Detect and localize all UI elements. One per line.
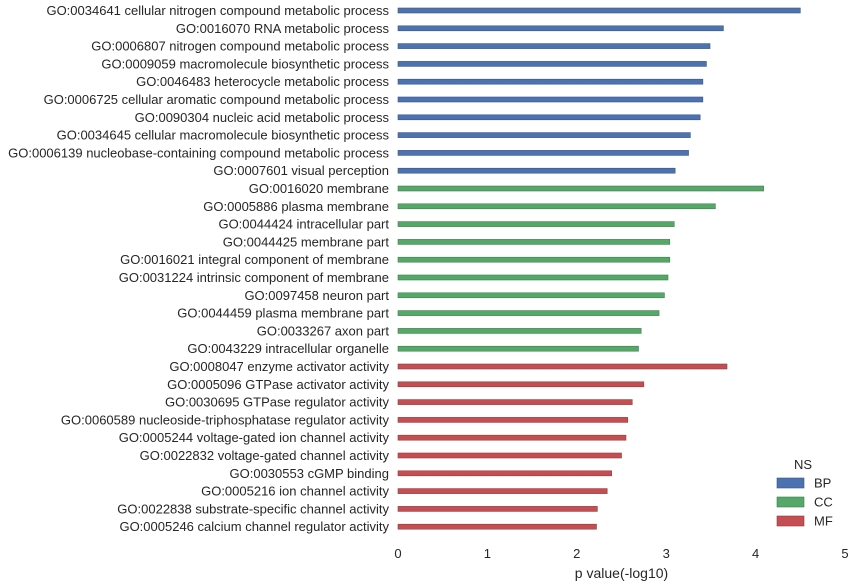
bar-go-0005216 xyxy=(397,488,608,494)
bar-go-0030553 xyxy=(397,470,612,477)
bar-go-0097458 xyxy=(397,292,665,299)
bar-go-0006807 xyxy=(397,43,711,49)
category-label: GO:0005246 calcium channel regulator act… xyxy=(119,519,389,534)
bar-go-0016020 xyxy=(397,185,764,192)
x-axis-label: p value(-log10) xyxy=(575,565,668,581)
bar-go-0008047 xyxy=(397,363,728,370)
category-label: GO:0005096 GTPase activator activity xyxy=(167,377,389,392)
category-label: GO:0006725 cellular aromatic compound me… xyxy=(44,92,390,107)
bar-go-0005096 xyxy=(397,381,645,388)
bars-group xyxy=(397,7,801,530)
bar-go-0060589 xyxy=(397,417,629,423)
category-label: GO:0016070 RNA metabolic process xyxy=(176,21,390,36)
category-label: GO:0005216 ion channel activity xyxy=(201,484,389,499)
legend-title: NS xyxy=(794,457,812,472)
category-label: GO:0060589 nucleoside-triphosphatase reg… xyxy=(61,412,390,427)
category-label: GO:0022832 voltage-gated channel activit… xyxy=(140,448,390,463)
bar-go-0016070 xyxy=(397,25,724,32)
x-tick-label: 0 xyxy=(394,546,401,561)
bar-go-0044459 xyxy=(397,310,660,316)
legend-swatch-mf xyxy=(776,515,805,527)
x-tick-label: 2 xyxy=(573,546,580,561)
category-label: GO:0046483 heterocycle metabolic process xyxy=(136,74,389,89)
x-tick-label: 4 xyxy=(752,546,759,561)
bar-go-0043229 xyxy=(397,345,639,352)
category-label: GO:0034641 cellular nitrogen compound me… xyxy=(46,3,389,18)
bar-go-0034645 xyxy=(397,132,691,138)
category-label: GO:0022838 substrate-specific channel ac… xyxy=(117,501,389,516)
category-label: GO:0005886 plasma membrane xyxy=(203,199,389,214)
legend-label-mf: MF xyxy=(814,514,833,529)
bar-go-0006725 xyxy=(397,96,704,103)
bar-go-0044424 xyxy=(397,221,675,227)
category-label: GO:0009059 macromolecule biosynthetic pr… xyxy=(101,56,389,71)
x-tick-labels-group: 0 1 2 3 4 5 xyxy=(394,546,848,561)
bar-go-0022838 xyxy=(397,506,598,512)
legend-label-bp: BP xyxy=(814,476,831,491)
bar-go-0031224 xyxy=(397,274,669,281)
category-label: GO:0007601 visual perception xyxy=(213,163,389,178)
category-label: GO:0044424 intracellular part xyxy=(218,217,389,232)
category-label: GO:0006807 nitrogen compound metabolic p… xyxy=(91,39,389,54)
legend-label-cc: CC xyxy=(814,495,833,510)
bar-go-0005886 xyxy=(397,203,716,210)
category-label: GO:0044425 membrane part xyxy=(223,234,390,249)
bar-go-0044425 xyxy=(397,239,671,245)
category-label: GO:0034645 cellular macromolecule biosyn… xyxy=(57,128,390,143)
legend: NS BP CC MF xyxy=(776,457,833,529)
category-label: GO:0006139 nucleobase-containing compoun… xyxy=(8,145,389,160)
bar-go-0009059 xyxy=(397,61,707,67)
bar-go-0034641 xyxy=(397,7,801,14)
category-label: GO:0044459 plasma membrane part xyxy=(177,306,389,321)
x-tick-label: 5 xyxy=(841,546,848,561)
category-label: GO:0008047 enzyme activator activity xyxy=(169,359,389,374)
category-label: GO:0031224 intrinsic component of membra… xyxy=(119,270,389,285)
category-label: GO:0005244 voltage-gated ion channel act… xyxy=(119,430,390,445)
x-tick-label: 1 xyxy=(484,546,491,561)
x-tick-label: 3 xyxy=(663,546,670,561)
category-label: GO:0043229 intracellular organelle xyxy=(187,341,389,356)
category-labels-group: GO:0034641 cellular nitrogen compound me… xyxy=(8,3,389,534)
bar-go-0030695 xyxy=(397,399,633,405)
bar-go-0006139 xyxy=(397,150,689,156)
bar-go-0005244 xyxy=(397,434,627,441)
category-label: GO:0030553 cGMP binding xyxy=(230,466,389,481)
bar-go-0046483 xyxy=(397,78,704,85)
bar-go-0016021 xyxy=(397,256,671,263)
category-label: GO:0090304 nucleic acid metabolic proces… xyxy=(135,110,390,125)
bar-go-0005246 xyxy=(397,523,597,530)
category-label: GO:0097458 neuron part xyxy=(244,288,389,303)
category-label: GO:0016020 membrane xyxy=(249,181,389,196)
bar-go-0033267 xyxy=(397,328,642,334)
category-label: GO:0016021 integral component of membran… xyxy=(120,252,389,267)
category-label: GO:0030695 GTPase regulator activity xyxy=(165,395,390,410)
legend-swatch-bp xyxy=(776,477,805,489)
bar-go-0090304 xyxy=(397,114,701,121)
category-label: GO:0033267 axon part xyxy=(257,323,390,338)
bar-go-0007601 xyxy=(397,167,676,174)
legend-swatch-cc xyxy=(776,496,805,508)
bar-go-0022832 xyxy=(397,452,622,459)
